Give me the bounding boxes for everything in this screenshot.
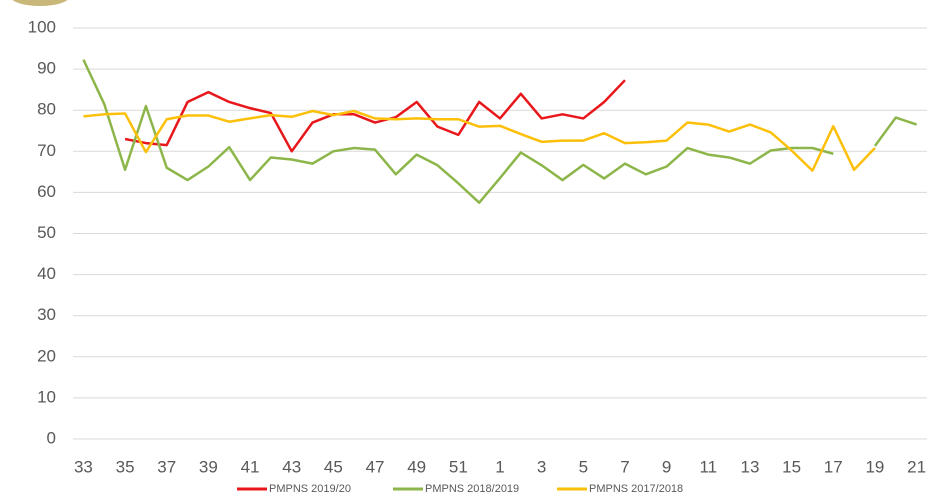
y-tick-label: 80 bbox=[37, 100, 56, 119]
y-tick-label: 70 bbox=[37, 141, 56, 160]
x-tick-label: 3 bbox=[537, 457, 546, 476]
y-tick-label: 0 bbox=[47, 428, 56, 447]
x-tick-label: 39 bbox=[199, 457, 218, 476]
logo bbox=[10, 0, 70, 6]
x-tick-label: 11 bbox=[699, 457, 717, 476]
x-tick-label: 13 bbox=[740, 457, 759, 476]
x-tick-label: 43 bbox=[282, 457, 301, 476]
x-tick-label: 37 bbox=[157, 457, 176, 476]
x-tick-label: 33 bbox=[74, 457, 93, 476]
legend-label: PMPNS 2017/2018 bbox=[589, 483, 683, 495]
x-tick-label: 47 bbox=[366, 457, 385, 476]
x-tick-label: 35 bbox=[116, 457, 135, 476]
x-tick-label: 41 bbox=[241, 457, 260, 476]
y-tick-label: 10 bbox=[37, 387, 56, 406]
y-tick-label: 50 bbox=[37, 223, 56, 242]
x-tick-label: 49 bbox=[407, 457, 426, 476]
x-tick-label: 5 bbox=[579, 457, 588, 476]
y-tick-label: 90 bbox=[37, 59, 56, 78]
x-tick-label: 21 bbox=[907, 457, 926, 476]
y-tick-label: 100 bbox=[28, 17, 56, 36]
legend-label: PMPNS 2019/20 bbox=[269, 483, 351, 495]
y-tick-label: 40 bbox=[37, 264, 56, 283]
x-tick-label: 19 bbox=[865, 457, 884, 476]
legend-label: PMPNS 2018/2019 bbox=[425, 483, 519, 495]
series-line bbox=[83, 60, 916, 203]
x-tick-label: 9 bbox=[662, 457, 671, 476]
y-tick-label: 60 bbox=[37, 182, 56, 201]
series-line bbox=[83, 111, 875, 171]
x-tick-label: 51 bbox=[449, 457, 468, 476]
x-tick-label: 15 bbox=[782, 457, 801, 476]
x-tick-label: 7 bbox=[620, 457, 629, 476]
x-tick-label: 17 bbox=[824, 457, 843, 476]
chart: 0102030405060708090100333537394143454749… bbox=[0, 0, 931, 496]
y-tick-label: 30 bbox=[37, 305, 56, 324]
y-tick-label: 20 bbox=[37, 346, 56, 365]
x-tick-label: 45 bbox=[324, 457, 343, 476]
x-tick-label: 1 bbox=[495, 457, 504, 476]
